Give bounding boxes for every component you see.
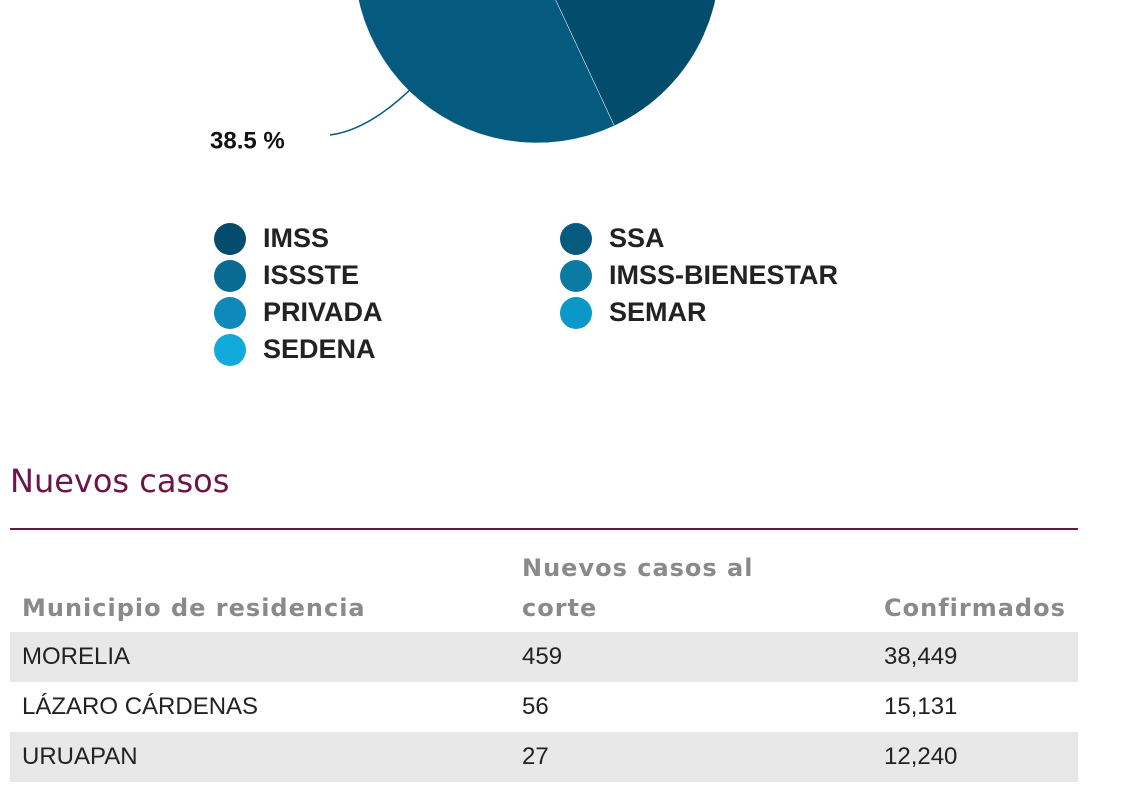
table-cell: 38,449 <box>872 632 1078 682</box>
table-cell: 459 <box>510 632 872 682</box>
table-row: LÁZARO CÁRDENAS 56 15,131 <box>10 682 1078 732</box>
legend-label: IMSS <box>263 223 329 253</box>
table-cell: 27 <box>510 732 872 782</box>
legend-swatch <box>214 297 246 329</box>
legend-swatch <box>214 260 246 292</box>
table-cell: 15,131 <box>884 693 958 720</box>
table: Municipio de residencia Nuevos casos al … <box>10 548 1078 782</box>
leader-line <box>329 83 417 136</box>
header-cell: Municipio de residencia <box>22 594 366 622</box>
legend-label: SSA <box>609 223 665 253</box>
legend-swatch <box>214 334 246 366</box>
legend-label: IMSS-BIENESTAR <box>609 260 838 290</box>
legend-label: PRIVADA <box>263 297 383 327</box>
table-cell: 56 <box>522 693 549 720</box>
section-rule <box>10 528 1078 530</box>
table-cell: MORELIA <box>10 632 510 682</box>
legend-label: SEMAR <box>609 297 707 327</box>
pie-slice <box>555 0 716 127</box>
data-label: 38.5 % <box>210 127 285 154</box>
header-cell: Confirmados <box>884 594 1066 622</box>
header-row: Municipio de residencia Nuevos casos al … <box>10 548 1078 632</box>
legend-swatch <box>560 297 592 329</box>
table-row: URUAPAN 27 12,240 <box>10 732 1078 782</box>
legend-label: SEDENA <box>263 334 376 364</box>
table-cell: LÁZARO CÁRDENAS <box>22 693 259 720</box>
section-title: Nuevos casos <box>10 462 230 500</box>
legend-swatch <box>214 223 246 255</box>
legend-swatch <box>560 260 592 292</box>
chart: 38.5 % IMSS SSA ISSSTE IMSS-BIENESTAR PRIVADA… <box>210 0 838 366</box>
header-cell: Nuevos casos al corte <box>522 554 754 622</box>
table-row: MORELIA 459 38,449 <box>10 632 1078 682</box>
legend-label: ISSSTE <box>263 260 359 290</box>
table-cell: 12,240 <box>872 732 1078 782</box>
table-cell: URUAPAN <box>10 732 510 782</box>
legend-swatch <box>560 223 592 255</box>
